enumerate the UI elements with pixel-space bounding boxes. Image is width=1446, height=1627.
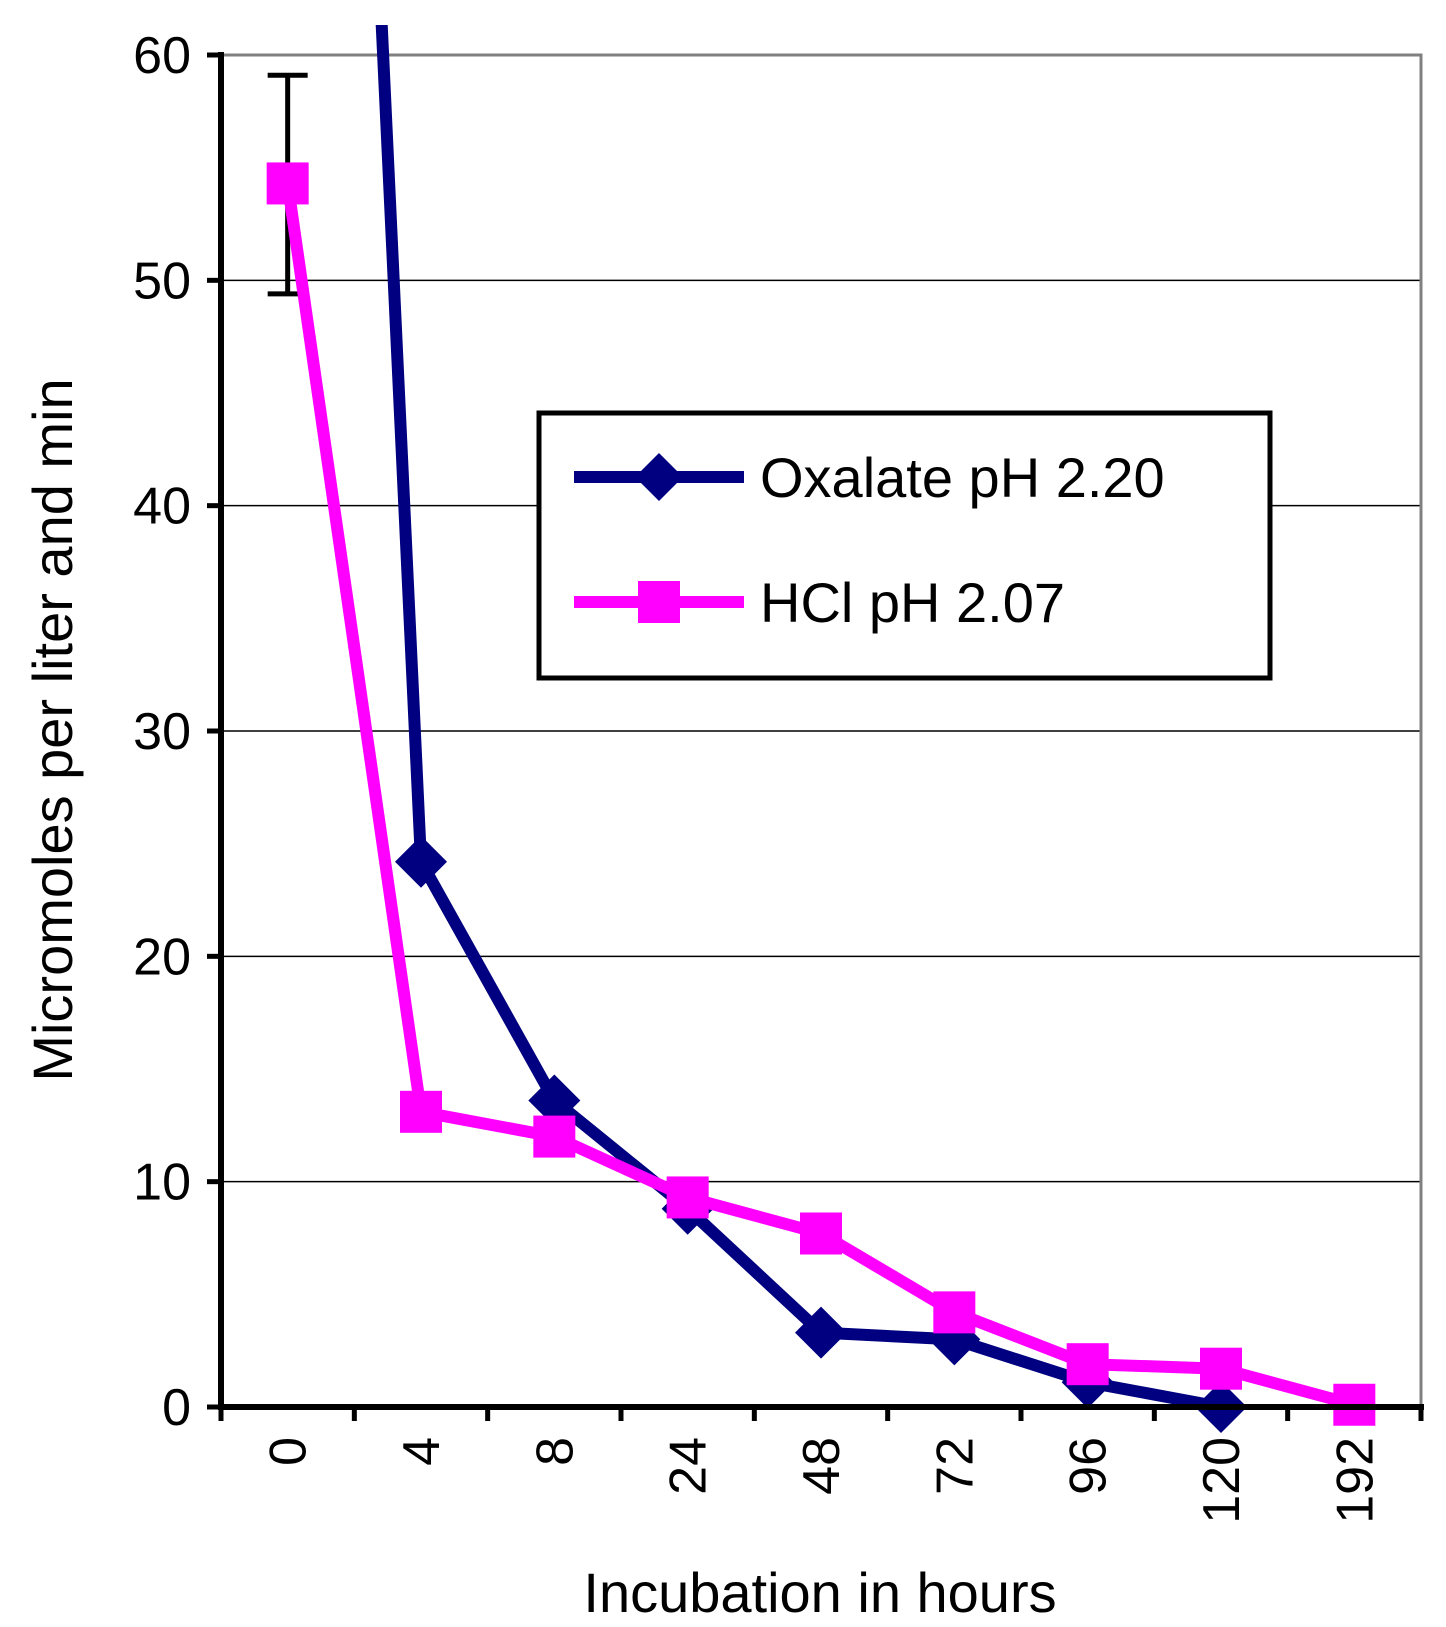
legend-marker-oxalate (635, 453, 683, 501)
x-tick-label-120: 120 (1193, 1437, 1251, 1524)
x-tick-label-0: 0 (260, 1437, 318, 1466)
series-line-oxalate (375, 25, 1223, 1413)
x-tick-label-96: 96 (1060, 1437, 1118, 1495)
y-tick-label-40: 40 (133, 478, 191, 536)
data-point-oxalate-48 (795, 1306, 847, 1359)
legend-label-oxalate: Oxalate pH 2.20 (760, 446, 1165, 509)
data-point-hcl-24 (666, 1176, 709, 1219)
y-tick-label-20: 20 (133, 928, 191, 986)
data-point-hcl-72 (933, 1291, 976, 1334)
y-axis-title: Micromoles per liter and min (21, 378, 84, 1081)
data-point-hcl-8 (533, 1115, 576, 1158)
y-tick-label-30: 30 (133, 703, 191, 761)
y-tick-label-50: 50 (133, 252, 191, 310)
x-tick-label-72: 72 (926, 1437, 984, 1495)
y-tick-label-10: 10 (133, 1154, 191, 1212)
x-ticks: 0 4 8 24 48 72 96 120 192 (218, 1407, 1424, 1524)
y-ticks: 0 10 20 30 40 50 60 (133, 27, 221, 1437)
legend-marker-hcl (638, 581, 680, 623)
series-hcl (266, 162, 1376, 1426)
plot-area-frame (221, 53, 1423, 1407)
x-tick-label-8: 8 (526, 1437, 584, 1466)
data-point-hcl-96 (1066, 1343, 1109, 1386)
legend: Oxalate pH 2.20 HCl pH 2.07 (536, 410, 1273, 681)
x-tick-label-4: 4 (393, 1437, 451, 1466)
data-point-hcl-4 (400, 1090, 442, 1133)
x-tick-label-48: 48 (793, 1437, 851, 1495)
data-point-oxalate-8 (528, 1074, 581, 1127)
x-tick-label-24: 24 (660, 1437, 718, 1495)
data-point-hcl-48 (800, 1212, 842, 1255)
series-layer (266, 25, 1376, 1433)
x-tick-label-192: 192 (1326, 1437, 1384, 1524)
y-tick-label-60: 60 (133, 27, 191, 85)
data-point-hcl-0 (266, 162, 309, 205)
legend-label-hcl: HCl pH 2.07 (760, 571, 1065, 634)
data-point-oxalate-4 (395, 835, 447, 888)
y-tick-label-0: 0 (162, 1379, 191, 1437)
x-axis-title: Incubation in hours (583, 1561, 1056, 1624)
data-point-hcl-120 (1200, 1347, 1242, 1390)
